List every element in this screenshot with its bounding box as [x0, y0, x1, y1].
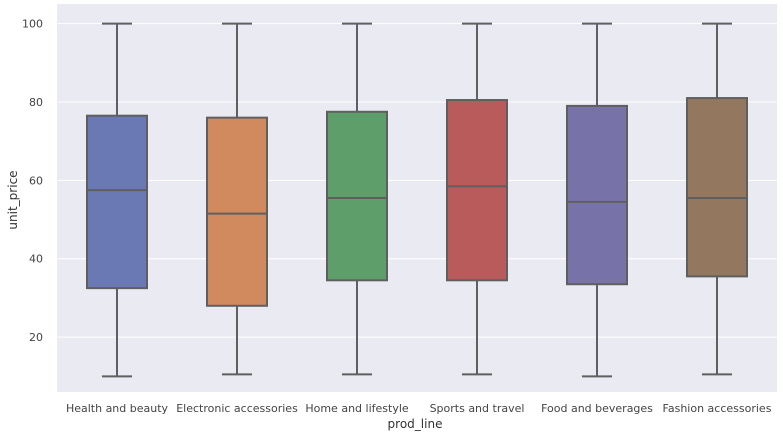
- box-sports-and-travel: [446, 22, 508, 376]
- iqr-box: [86, 114, 148, 290]
- y-tick-label-80: 80: [29, 96, 43, 109]
- iqr-box: [686, 97, 748, 278]
- gridlines: [57, 23, 777, 338]
- x-tick-label-sports-and-travel: Sports and travel: [430, 402, 525, 415]
- x-tick-label-health-and-beauty: Health and beauty: [66, 402, 169, 415]
- y-tick-label-100: 100: [22, 18, 43, 31]
- y-tick-labels: 20 40 60 80 100: [22, 18, 43, 345]
- y-tick-label-40: 40: [29, 253, 43, 266]
- x-tick-labels: Health and beauty Electronic accessories H…: [66, 402, 772, 415]
- boxes-group: [86, 22, 748, 378]
- x-tick-label-fashion-accessories: Fashion accessories: [663, 402, 772, 415]
- box-fashion-accessories: [686, 22, 748, 376]
- box-home-and-lifestyle: [326, 22, 388, 376]
- y-tick-label-60: 60: [29, 174, 43, 187]
- y-axis-title: unit_price: [6, 170, 20, 229]
- x-axis-title: prod_line: [388, 417, 443, 431]
- x-tick-label-food-and-beverages: Food and beverages: [541, 402, 653, 415]
- iqr-box: [566, 104, 628, 286]
- y-tick-label-20: 20: [29, 331, 43, 344]
- box-electronic-accessories: [206, 22, 268, 376]
- iqr-box: [206, 116, 268, 307]
- iqr-box: [446, 99, 508, 282]
- box-health-and-beauty: [86, 22, 148, 378]
- iqr-box: [326, 110, 388, 282]
- x-tick-label-electronic-accessories: Electronic accessories: [176, 402, 298, 415]
- box-food-and-beverages: [566, 22, 628, 378]
- x-tick-label-home-and-lifestyle: Home and lifestyle: [305, 402, 409, 415]
- plot-background: [57, 4, 777, 392]
